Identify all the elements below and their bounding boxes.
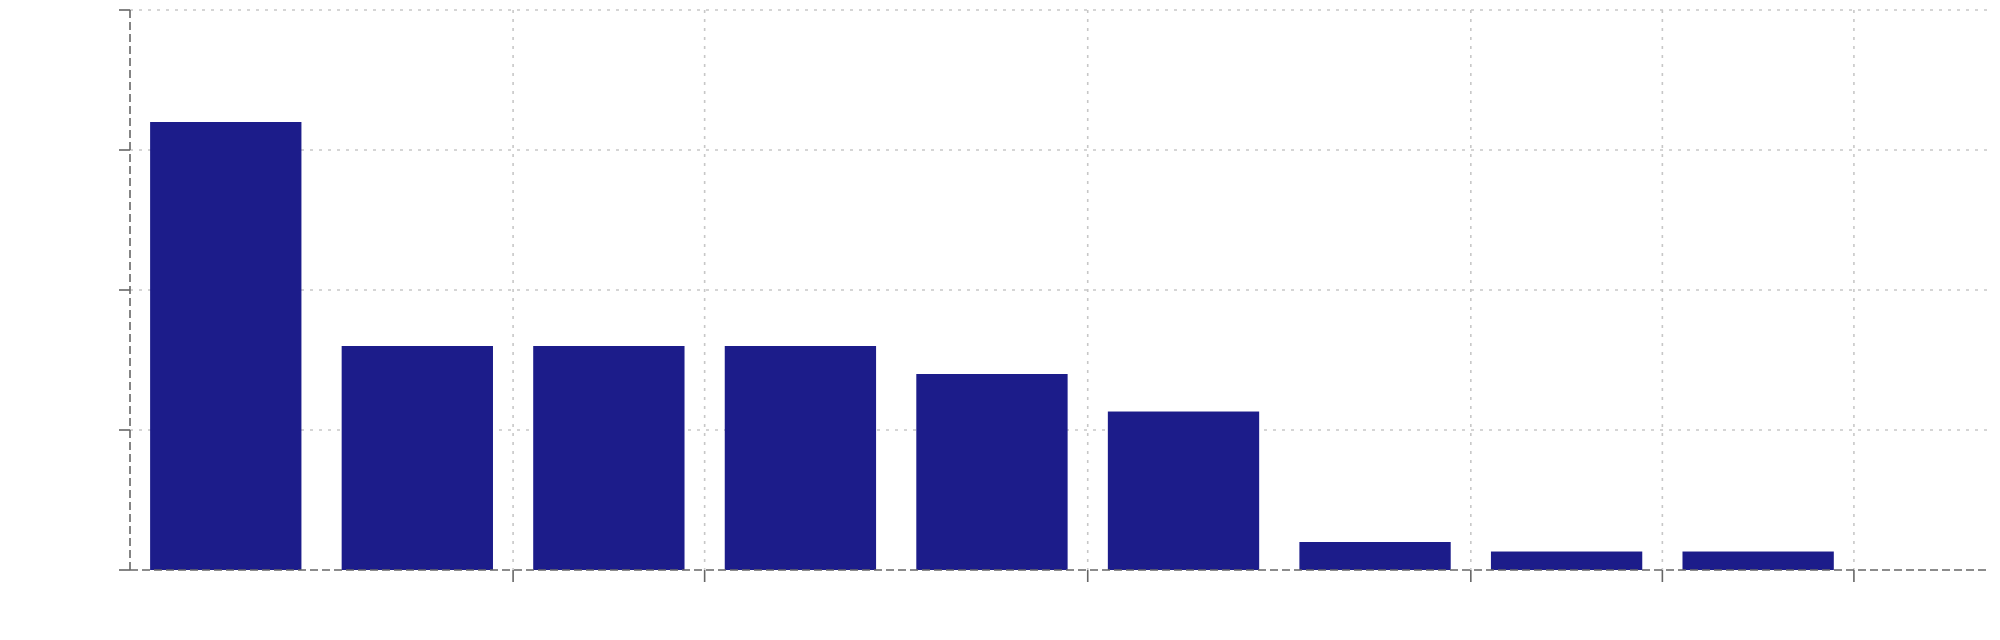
bar-8 (1682, 551, 1834, 570)
bar-3 (724, 346, 877, 570)
bar-2 (533, 346, 685, 570)
bar-7 (1490, 551, 1643, 570)
ticks (119, 9, 1855, 582)
bar-4 (916, 374, 1068, 570)
bar-5 (1107, 411, 1260, 570)
bar-1 (341, 346, 493, 570)
bars (150, 122, 1834, 570)
bar-0 (150, 122, 302, 570)
grid-lines (130, 9, 1988, 570)
bar-6 (1299, 542, 1451, 570)
